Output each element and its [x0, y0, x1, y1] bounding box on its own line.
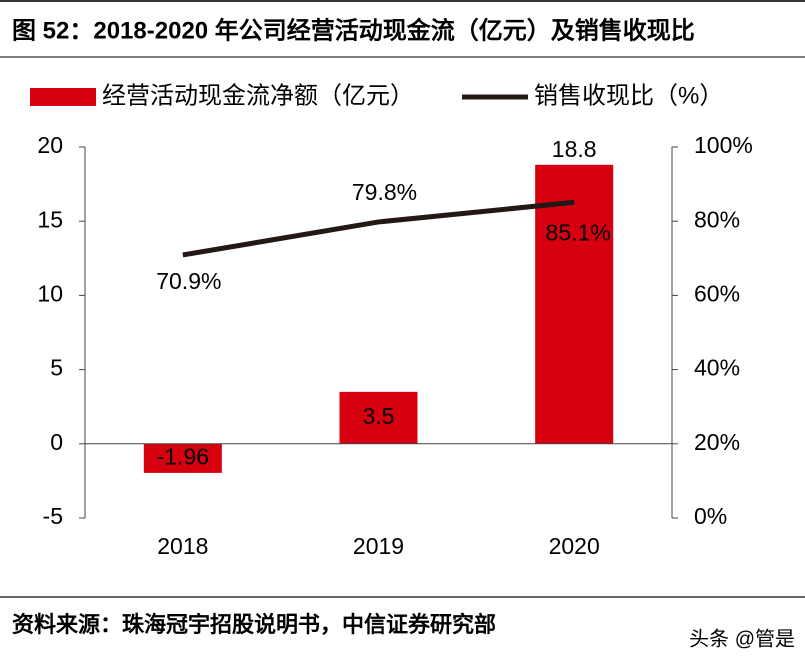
y2-tick-label: 80%	[694, 206, 740, 232]
legend-label: 销售收现比（%）	[534, 82, 723, 109]
y-tick-label: -5	[43, 503, 63, 529]
y-tick-label: 0	[50, 429, 63, 455]
bar	[535, 164, 614, 444]
bar-value-label: 3.5	[363, 403, 395, 429]
x-tick-label: 2020	[549, 533, 600, 559]
source: 资料来源：珠海冠宇招股说明书，中信证券研究部	[12, 612, 496, 637]
bar-value-label: 18.8	[552, 136, 597, 162]
y2-tick-label: 20%	[694, 429, 740, 455]
bar-value-label: -1.96	[157, 443, 209, 469]
line	[182, 199, 575, 258]
line-value-label: 79.8%	[352, 179, 417, 205]
y-tick-label: 5	[50, 355, 63, 381]
y2-tick-label: 0%	[694, 503, 727, 529]
y2-tick-label: 60%	[694, 280, 740, 306]
bar	[143, 443, 222, 473]
legend-swatch	[30, 88, 96, 106]
y-tick-label: 10	[37, 280, 63, 306]
y2-tick-label: 100%	[694, 132, 753, 158]
line-value-label: 85.1%	[546, 219, 611, 245]
y-tick-label: 20	[37, 132, 63, 158]
y-tick-label: 15	[37, 206, 63, 232]
x-tick-label: 2018	[157, 533, 208, 559]
x-tick-label: 2019	[353, 533, 404, 559]
legend-label: 经营活动现金流净额（亿元）	[102, 82, 414, 109]
line-value-label: 70.9%	[156, 268, 221, 294]
chart-title: 图 52：2018-2020 年公司经营活动现金流（亿元）及销售收现比	[12, 16, 695, 44]
watermark: 头条 @管是	[689, 627, 795, 650]
y2-tick-label: 40%	[694, 355, 740, 381]
bar	[339, 391, 418, 444]
